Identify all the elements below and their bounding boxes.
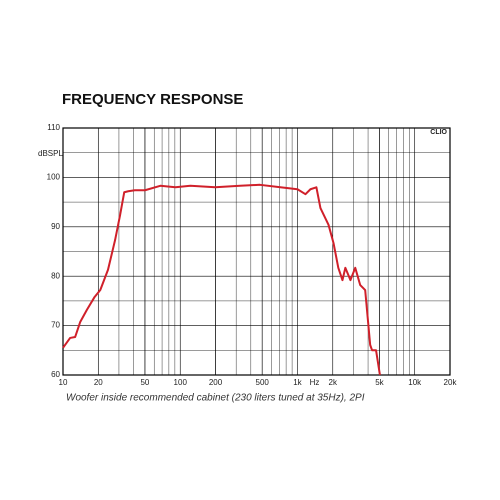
x-tick-label: 5k xyxy=(375,378,384,387)
x-tick-label: 10 xyxy=(59,378,68,387)
x-tick-label: 500 xyxy=(256,378,270,387)
y-tick-label: 60 xyxy=(51,370,60,379)
response-curve xyxy=(62,183,381,376)
y-axis-label: dBSPL xyxy=(38,149,63,158)
x-unit-label: Hz xyxy=(310,378,320,387)
x-tick-label: 200 xyxy=(209,378,223,387)
caption: Woofer inside recommended cabinet (230 l… xyxy=(66,393,365,404)
x-tick-label: 1k xyxy=(293,378,302,387)
y-tick-label: 70 xyxy=(51,321,60,330)
x-tick-label: 20 xyxy=(94,378,103,387)
y-tick-label: 110 xyxy=(47,123,60,132)
plot-frame xyxy=(62,127,451,376)
chart-title: FREQUENCY RESPONSE xyxy=(62,91,243,108)
x-tick-label: 10k xyxy=(408,378,422,387)
y-tick-label: 100 xyxy=(47,173,61,182)
x-tick-label: 20k xyxy=(444,378,458,387)
x-tick-label: 2k xyxy=(329,378,338,387)
y-tick-label: 90 xyxy=(51,222,60,231)
watermark: CLIO xyxy=(430,129,447,136)
x-tick-label: 100 xyxy=(174,378,188,387)
x-tick-label: 50 xyxy=(140,378,149,387)
y-tick-label: 80 xyxy=(51,271,60,280)
